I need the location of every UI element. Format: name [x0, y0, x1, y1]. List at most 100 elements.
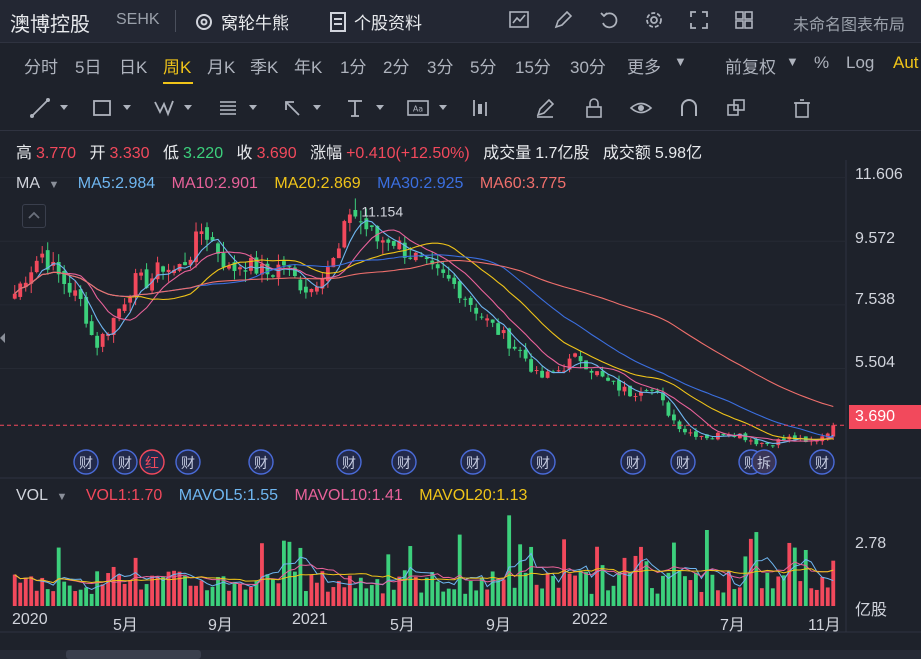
- volume-bar: [743, 556, 748, 606]
- vol-caret-icon[interactable]: ▼: [56, 491, 68, 503]
- financial-report-marker-icon[interactable]: 财: [460, 449, 486, 475]
- financial-report-marker-icon[interactable]: 财: [336, 449, 362, 475]
- period-30min[interactable]: 30分: [570, 58, 606, 77]
- adjust-caret-icon[interactable]: ▼: [786, 54, 799, 69]
- period-3min[interactable]: 3分: [427, 58, 454, 77]
- financial-report-marker-icon[interactable]: 财: [391, 449, 417, 475]
- measure-caret-icon[interactable]: [376, 105, 384, 110]
- ma30-value: MA30:2.925: [377, 175, 464, 192]
- collapse-legend-button[interactable]: [22, 204, 46, 228]
- volume-bar: [210, 586, 215, 606]
- percent-toggle[interactable]: %: [814, 53, 830, 72]
- fullscreen-icon[interactable]: [688, 9, 710, 31]
- financial-report-marker-icon[interactable]: 财: [112, 449, 138, 475]
- period-5day[interactable]: 5日: [75, 58, 102, 77]
- edit-icon[interactable]: [552, 9, 574, 31]
- log-toggle[interactable]: Log: [846, 53, 875, 72]
- volume-bar: [95, 571, 100, 606]
- candle-body: [567, 358, 572, 370]
- clone-icon[interactable]: [724, 96, 748, 120]
- arrow-icon[interactable]: [280, 96, 304, 120]
- left-arrow-icon[interactable]: [0, 333, 5, 343]
- svg-text:财: 财: [181, 456, 195, 472]
- ma5-line: [14, 220, 834, 444]
- ma-legend-name[interactable]: MA: [16, 175, 40, 192]
- candle-body: [781, 438, 786, 440]
- financial-report-marker-icon[interactable]: 财: [248, 449, 274, 475]
- period-1min[interactable]: 1分: [340, 58, 367, 77]
- financial-report-marker-icon[interactable]: 财: [175, 449, 201, 475]
- ma-caret-icon[interactable]: ▼: [48, 179, 60, 191]
- period-yearly[interactable]: 年K: [294, 58, 323, 77]
- more-caret-icon[interactable]: ▼: [674, 54, 687, 69]
- financial-report-marker-icon[interactable]: 财: [73, 449, 99, 475]
- financial-report-marker-icon[interactable]: 财: [670, 449, 696, 475]
- period-intraday[interactable]: 分时: [24, 58, 58, 77]
- pen-icon[interactable]: [533, 96, 557, 120]
- layout-grid-icon[interactable]: [733, 9, 755, 31]
- price-tick-3: 7.538: [855, 291, 896, 308]
- candle-body: [622, 386, 627, 392]
- vol-legend-name[interactable]: VOL: [16, 487, 49, 504]
- volume-bar: [820, 577, 825, 606]
- candle-body: [260, 263, 264, 275]
- financial-report-marker-icon[interactable]: 财: [530, 449, 556, 475]
- scrollbar-track[interactable]: [0, 650, 921, 659]
- dividend-marker-icon[interactable]: 红: [139, 449, 165, 475]
- lock-icon[interactable]: [582, 96, 606, 120]
- candle-body: [693, 431, 698, 437]
- mavol20-value: MAVOL20:1.13: [419, 487, 528, 504]
- text-caret-icon[interactable]: [439, 105, 447, 110]
- period-weekly[interactable]: 周K: [163, 58, 192, 77]
- candle-body: [754, 439, 759, 445]
- period-5min[interactable]: 5分: [470, 58, 497, 77]
- financial-report-marker-icon[interactable]: 财: [620, 449, 646, 475]
- trash-icon[interactable]: [790, 96, 814, 120]
- measure-icon[interactable]: [343, 96, 367, 120]
- adjust-select[interactable]: 前复权: [725, 58, 776, 77]
- volume-bar: [139, 589, 144, 606]
- split-marker-icon[interactable]: 拆: [751, 449, 777, 475]
- volume-bar: [529, 546, 534, 606]
- wave-pattern-icon[interactable]: [152, 96, 176, 120]
- undo-icon[interactable]: [598, 9, 620, 31]
- fibonacci-caret-icon[interactable]: [249, 105, 257, 110]
- period-quarterly[interactable]: 季K: [250, 58, 279, 77]
- candle-body: [320, 278, 325, 289]
- eye-icon[interactable]: [629, 96, 653, 120]
- candle-body: [45, 250, 50, 270]
- rectangle-icon[interactable]: [90, 96, 114, 120]
- trend-caret-icon[interactable]: [60, 105, 68, 110]
- settings-icon[interactable]: [643, 9, 665, 31]
- trend-line-icon[interactable]: [28, 96, 52, 120]
- volume-bar: [567, 573, 572, 606]
- period-15min[interactable]: 15分: [515, 58, 551, 77]
- layout-name[interactable]: 未命名图表布局: [793, 17, 906, 34]
- volume-bar: [721, 592, 726, 606]
- candle-body: [369, 225, 374, 228]
- period-monthly[interactable]: 月K: [207, 58, 236, 77]
- period-2min[interactable]: 2分: [383, 58, 410, 77]
- rectangle-caret-icon[interactable]: [123, 105, 131, 110]
- wave-caret-icon[interactable]: [184, 105, 192, 110]
- fibonacci-icon[interactable]: [216, 96, 240, 120]
- candle-body: [595, 371, 599, 376]
- period-more[interactable]: 更多: [627, 58, 661, 77]
- top-bar: 澳博控股 SEHK 窝轮牛熊 个股资料 未命名图表布局: [0, 0, 921, 43]
- magnet-icon[interactable]: [677, 96, 701, 120]
- turnover-value: 5.98亿: [654, 145, 703, 162]
- text-annotation-icon[interactable]: Aa: [406, 96, 430, 120]
- indicator-icon[interactable]: [468, 96, 492, 120]
- chart-type-icon[interactable]: [508, 9, 530, 31]
- warrants-button[interactable]: 窝轮牛熊: [193, 9, 289, 34]
- candle-body: [314, 286, 319, 292]
- scrollbar-thumb[interactable]: [66, 650, 201, 659]
- auto-toggle[interactable]: Aut: [893, 53, 919, 72]
- financial-report-marker-icon[interactable]: 财: [809, 449, 835, 475]
- profile-button[interactable]: 个股资料: [328, 9, 422, 34]
- period-daily[interactable]: 日K: [119, 58, 148, 77]
- ma20-line: [14, 242, 834, 440]
- volume-bar: [227, 590, 231, 606]
- arrow-caret-icon[interactable]: [313, 105, 321, 110]
